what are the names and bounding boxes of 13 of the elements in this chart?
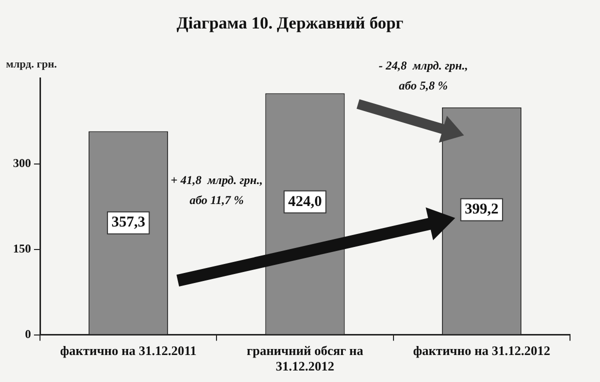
y-axis-title: млрд. грн. xyxy=(6,58,58,71)
y-tick-label: 0 xyxy=(25,326,31,341)
y-tick-label: 150 xyxy=(13,241,31,256)
annotation: + 41,8 млрд. грн., або 11,7 % xyxy=(170,173,263,208)
chart-title: Діаграма 10. Державний борг xyxy=(176,14,404,33)
annotation: - 24,8 млрд. грн., або 5,8 % xyxy=(378,58,468,92)
data-label: 424,0 xyxy=(288,194,322,210)
data-label: 399,2 xyxy=(464,202,499,218)
x-tick-label: фактично на 31.12.2012 xyxy=(413,342,550,358)
data-label: 357,3 xyxy=(111,214,146,231)
x-tick-label: фактично на 31.12.2011 xyxy=(60,342,197,358)
y-tick-label: 300 xyxy=(13,156,31,170)
x-tick-label: граничний обсяг на 31.12.2012 xyxy=(246,342,364,374)
